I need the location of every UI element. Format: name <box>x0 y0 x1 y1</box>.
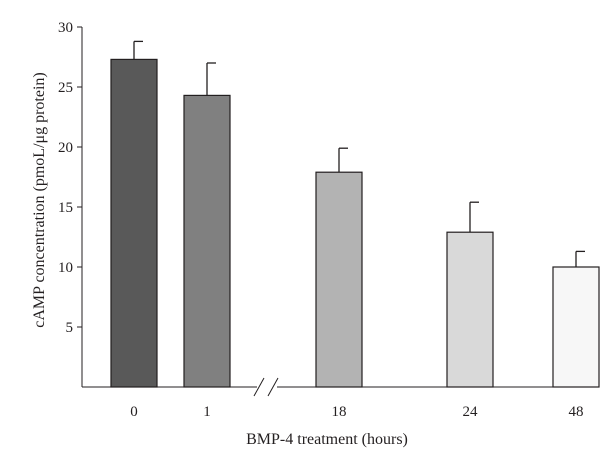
bar-0 <box>110 58 158 388</box>
y-tick-label: 10 <box>58 260 73 276</box>
y-tick-label: 30 <box>58 20 73 36</box>
bar-18 <box>315 171 363 388</box>
axis-break-mark <box>253 377 265 397</box>
x-axis-title: BMP-4 treatment (hours) <box>246 431 408 448</box>
y-tick-label: 20 <box>58 140 73 156</box>
x-tick-label: 18 <box>332 404 347 420</box>
x-tick-label: 0 <box>130 404 138 420</box>
y-tick-label: 25 <box>58 80 73 96</box>
axis-break-mark <box>267 377 279 397</box>
plot-area: 5 10 15 20 25 30 0 1 18 24 48 <box>58 20 600 420</box>
x-tick-label: 48 <box>569 404 584 420</box>
y-tick-label: 5 <box>66 320 74 336</box>
y-axis-title: cAMP concentration (pmoL/μg protein) <box>31 72 48 327</box>
bar-48 <box>552 266 600 388</box>
bar-24 <box>446 231 494 388</box>
x-tick-label: 24 <box>463 404 479 420</box>
x-tick-label: 1 <box>203 404 211 420</box>
bar-1 <box>183 94 231 388</box>
y-tick-label: 15 <box>58 200 73 216</box>
